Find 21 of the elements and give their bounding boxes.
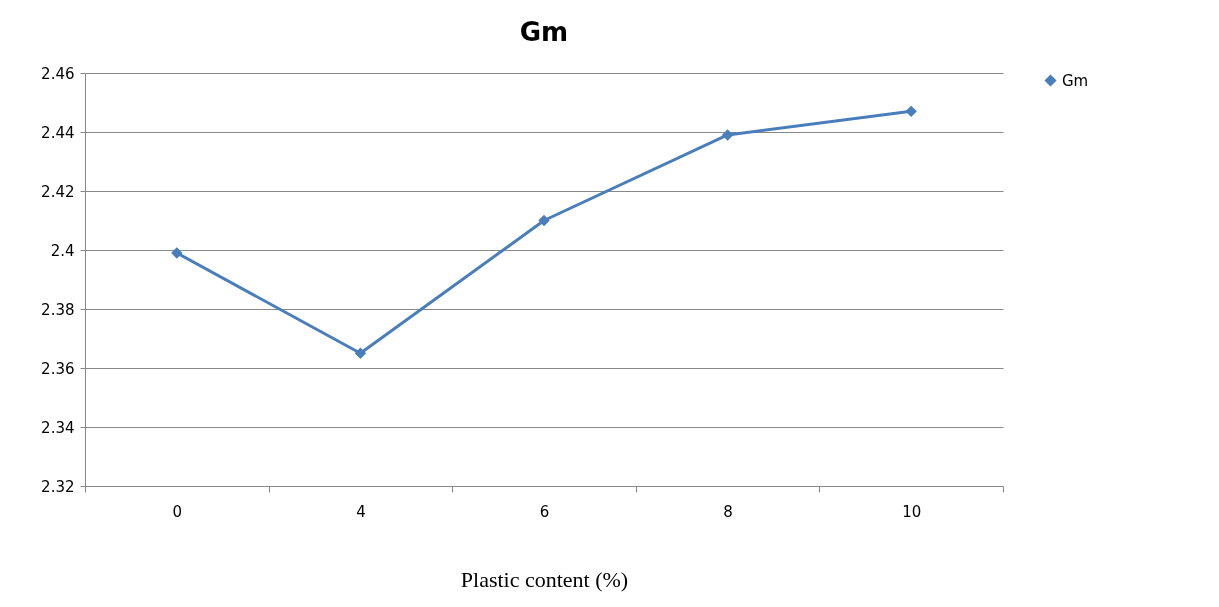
x-tick-label: 0	[172, 502, 183, 521]
point	[538, 214, 550, 227]
point	[354, 347, 367, 359]
y-tick-label: 2.46	[41, 64, 75, 83]
point	[721, 129, 734, 141]
y-tick-label: 2.32	[41, 477, 75, 496]
y-tick-label: 2.38	[41, 300, 75, 319]
y-tick-label: 2.42	[41, 182, 75, 201]
x-tick-label: 10	[902, 502, 922, 521]
y-tick-label: 2.4	[50, 241, 75, 260]
chart-title: Gm	[519, 17, 569, 47]
point	[171, 247, 183, 259]
legend-label: Gm	[1062, 71, 1089, 90]
y-tick-label: 2.34	[41, 418, 75, 437]
x-axis-title: Plastic content (%)	[460, 566, 629, 592]
y-tick-label: 2.44	[41, 123, 75, 142]
x-tick-label: 4	[356, 502, 366, 521]
x-tick-label: 8	[723, 502, 733, 521]
y-tick-label: 2.36	[41, 359, 75, 378]
x-tick-label: 6	[539, 502, 550, 521]
point	[905, 105, 917, 118]
